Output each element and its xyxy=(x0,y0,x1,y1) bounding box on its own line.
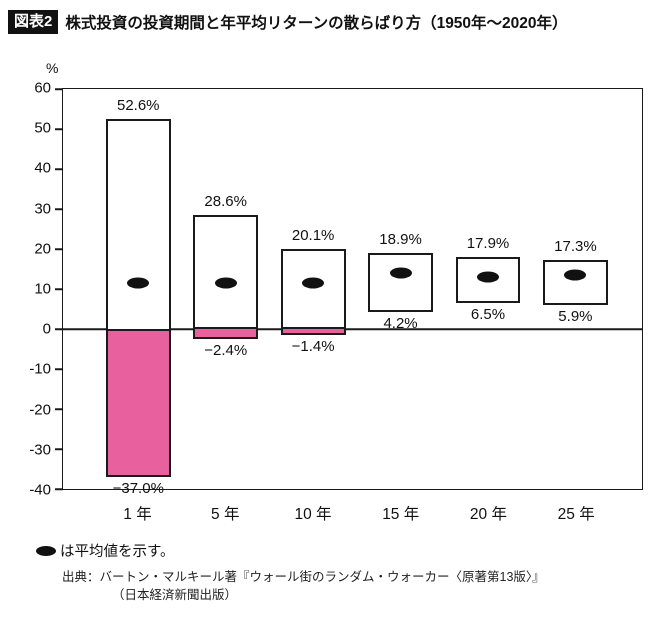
y-tick-mark xyxy=(55,448,63,450)
max-label: 20.1% xyxy=(291,226,335,244)
y-axis-labels: 60 50 40 30 20 10 0 -10 -20 -30 -40 xyxy=(0,80,56,499)
range-bar xyxy=(280,248,346,335)
mean-dot xyxy=(476,271,499,283)
y-tick-mark xyxy=(55,368,63,370)
y-tick-label: -30 xyxy=(29,441,51,459)
legend: は平均値を示す。 xyxy=(36,540,175,561)
max-label: 17.3% xyxy=(554,237,597,255)
y-tick-mark xyxy=(55,328,63,330)
range-bar xyxy=(105,118,171,477)
mean-dot xyxy=(389,267,412,279)
y-tick-label: 40 xyxy=(34,159,51,177)
y-tick-label: 50 xyxy=(34,119,51,137)
y-tick-mark xyxy=(55,208,63,210)
source-line1: 出典：バートン・マルキール著『ウォール街のランダム・ウォーカー〈原著第13版〉』 xyxy=(62,570,545,584)
zero-line xyxy=(63,328,642,330)
x-category-label: 5 年 xyxy=(211,506,240,523)
y-tick-mark xyxy=(55,408,63,410)
range-bar xyxy=(193,214,259,339)
x-category-label: 1 年 xyxy=(123,506,152,523)
max-label: 18.9% xyxy=(379,231,422,249)
x-category-label: 10 年 xyxy=(294,506,332,523)
y-tick-mark xyxy=(55,248,63,250)
max-label: 17.9% xyxy=(466,235,510,253)
mean-dot-legend-icon xyxy=(36,545,56,556)
y-axis-unit-label: % xyxy=(46,60,59,76)
y-tick-mark xyxy=(55,288,63,290)
min-label: −2.4% xyxy=(204,341,248,359)
y-tick-mark xyxy=(55,88,63,90)
min-label: −1.4% xyxy=(291,337,335,355)
y-tick-label: 30 xyxy=(34,200,51,218)
min-label: −37.0% xyxy=(112,480,164,497)
y-tick-label: -40 xyxy=(29,481,51,499)
mean-dot xyxy=(214,277,237,289)
mean-dot xyxy=(127,277,150,289)
x-category-label: 20 年 xyxy=(469,506,507,523)
y-tick-label: -10 xyxy=(29,360,51,378)
y-tick-label: -20 xyxy=(29,401,51,419)
x-category-label: 25 年 xyxy=(557,506,595,523)
source-line2: （日本経済新聞出版） xyxy=(112,588,238,603)
y-tick-mark xyxy=(55,488,63,490)
y-tick-mark xyxy=(55,128,63,130)
min-label: 4.2% xyxy=(383,315,418,333)
range-bar xyxy=(542,259,608,306)
figure-title: 株式投資の投資期間と年平均リターンの散らばり方（1950年〜2020年） xyxy=(65,15,568,32)
negative-fill xyxy=(195,327,257,337)
y-tick-label: 0 xyxy=(42,320,51,338)
legend-text: は平均値を示す。 xyxy=(60,544,175,560)
max-label: 52.6% xyxy=(116,96,160,114)
negative-fill xyxy=(107,328,169,475)
y-tick-label: 60 xyxy=(34,79,51,97)
y-tick-label: 20 xyxy=(34,240,51,258)
figure-badge: 図表2 xyxy=(8,10,59,34)
x-axis-labels: 1 年 5 年 10 年 15 年 20 年 25 年 xyxy=(62,502,643,524)
min-label: 6.5% xyxy=(470,306,506,323)
y-tick-mark xyxy=(55,168,63,170)
min-label: 5.9% xyxy=(558,308,593,326)
mean-dot xyxy=(302,277,325,289)
y-tick-label: 10 xyxy=(34,280,51,298)
figure-header: 図表2 株式投資の投資期間と年平均リターンの散らばり方（1950年〜2020年） xyxy=(8,10,568,34)
mean-dot xyxy=(564,269,587,281)
plot-area: 52.6% −37.0% 28.6% −2.4% 20.1% −1.4% 18.9% 4.2%… xyxy=(55,88,643,497)
x-category-label: 15 年 xyxy=(382,506,420,523)
max-label: 28.6% xyxy=(204,192,247,210)
negative-fill xyxy=(282,327,344,333)
range-bar xyxy=(368,253,433,313)
source: 出典：バートン・マルキール著『ウォール街のランダム・ウォーカー〈原著第13版〉』… xyxy=(62,568,545,604)
